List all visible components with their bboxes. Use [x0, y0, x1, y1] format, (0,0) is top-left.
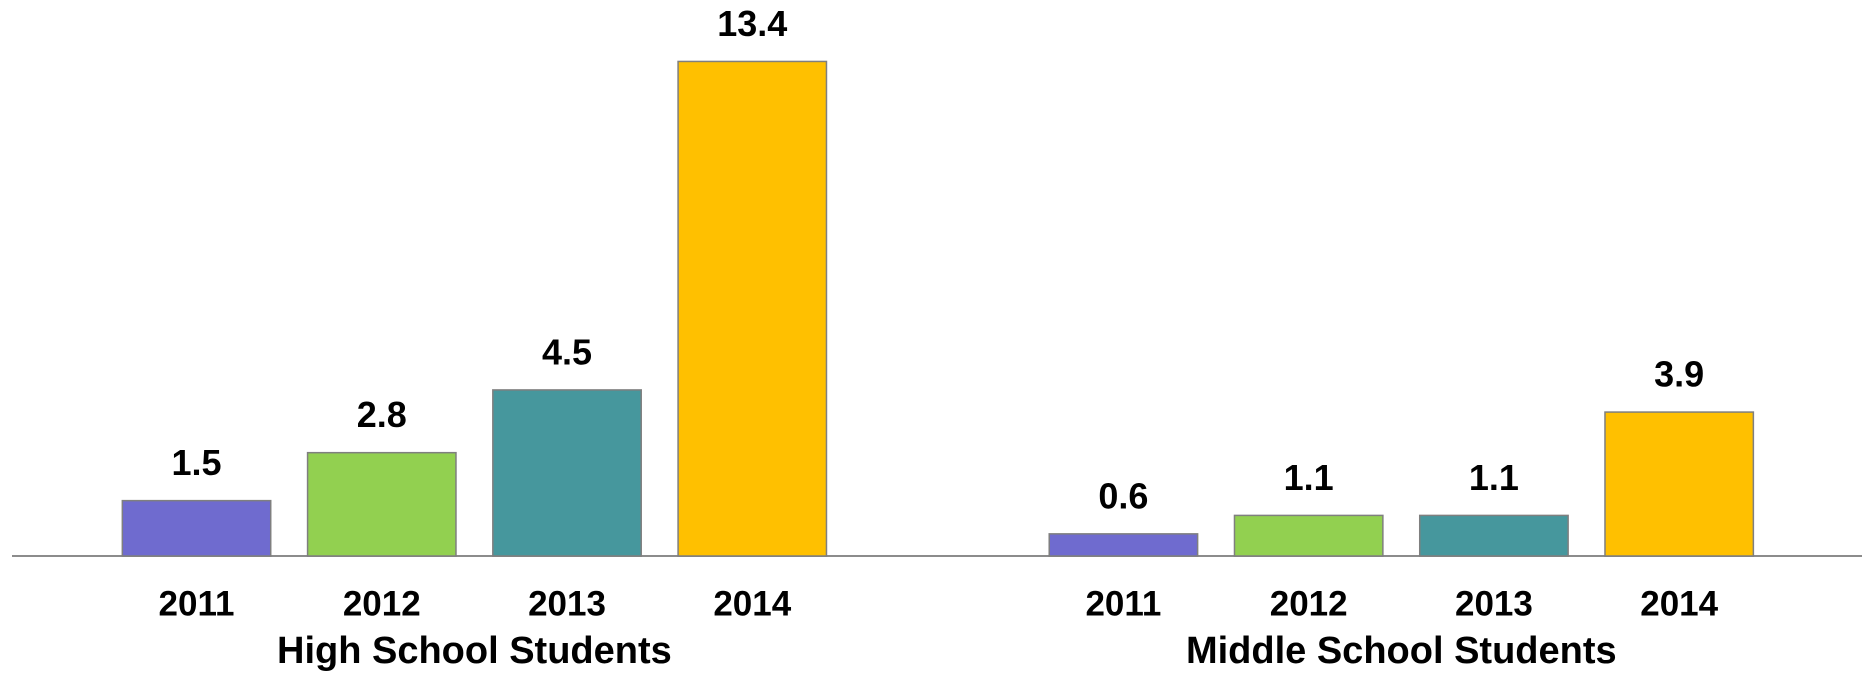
- bar: [1418, 514, 1569, 557]
- data-label: 4.5: [542, 331, 592, 372]
- category-label: High School Students: [277, 630, 672, 672]
- series-label: 2012: [1270, 584, 1348, 623]
- series-label: 2014: [713, 584, 791, 623]
- series-label: 2012: [343, 584, 421, 623]
- bar: [121, 499, 272, 557]
- series-label: 2013: [1455, 584, 1533, 623]
- data-label: 1.5: [172, 442, 222, 483]
- data-label: 1.1: [1284, 457, 1334, 498]
- bar: [677, 60, 828, 557]
- series-label: 2011: [159, 584, 235, 623]
- category-label: Middle School Students: [1186, 630, 1617, 672]
- bar: [1233, 514, 1384, 557]
- series-label: 2011: [1085, 584, 1161, 623]
- data-label: 3.9: [1654, 354, 1704, 395]
- series-label: 2013: [528, 584, 606, 623]
- bar: [1604, 411, 1755, 557]
- data-label: 0.6: [1098, 475, 1148, 516]
- data-label: 1.1: [1469, 457, 1519, 498]
- bar: [492, 389, 642, 557]
- data-label: 13.4: [717, 3, 787, 44]
- bar: [306, 451, 457, 557]
- data-label: 2.8: [357, 394, 407, 435]
- bar: [1048, 533, 1199, 557]
- series-label: 2014: [1640, 584, 1718, 623]
